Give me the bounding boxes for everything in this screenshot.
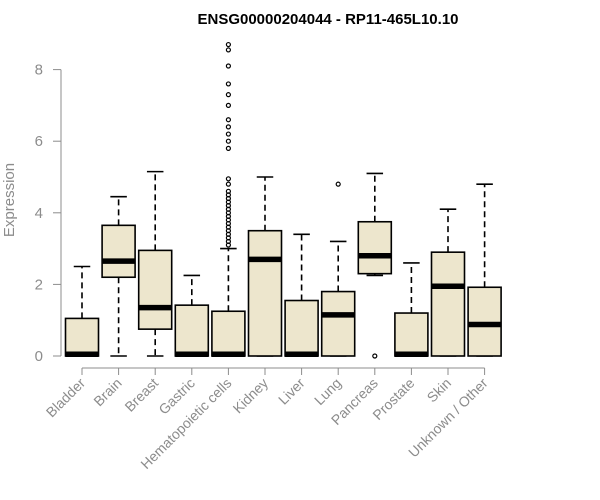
box-iqr xyxy=(247,229,283,357)
box-hematopoietic-cells xyxy=(211,41,246,357)
y-tick-label: 4 xyxy=(35,205,43,222)
outlier-point xyxy=(225,181,231,187)
x-tick-label: Skin xyxy=(424,375,455,406)
box-iqr xyxy=(430,251,466,357)
box-iqr xyxy=(320,290,356,357)
box-iqr xyxy=(357,220,393,275)
chart-title: ENSG00000204044 - RP11-465L10.10 xyxy=(197,11,458,28)
box-iqr xyxy=(101,224,136,279)
outlier-point xyxy=(225,102,231,109)
outlier-point xyxy=(372,353,378,359)
box-iqr xyxy=(211,310,246,357)
y-tick-label: 8 xyxy=(35,62,43,79)
outlier-point xyxy=(225,138,231,144)
outlier-point xyxy=(225,117,231,123)
y-tick-label: 2 xyxy=(35,276,43,293)
x-tick-label: Brain xyxy=(90,375,124,409)
box-pancreas xyxy=(357,172,393,359)
x-tick-label: Lung xyxy=(311,375,344,408)
box-iqr xyxy=(64,317,100,357)
outlier-point xyxy=(225,145,231,151)
y-tick-label: 6 xyxy=(35,133,43,150)
x-tick-label: Liver xyxy=(275,375,308,408)
box-liver xyxy=(284,233,319,357)
box-iqr xyxy=(284,299,319,357)
outlier-point xyxy=(225,41,231,48)
outlier-point xyxy=(225,81,231,87)
box-plots xyxy=(64,41,502,359)
outlier-point xyxy=(225,47,231,53)
box-brain xyxy=(101,195,136,357)
box-iqr xyxy=(137,249,173,330)
x-tick-label: Bladder xyxy=(43,375,89,421)
box-kidney xyxy=(247,176,283,357)
outlier-point xyxy=(335,181,341,187)
outlier-point xyxy=(225,131,231,137)
y-tick-label: 0 xyxy=(35,348,43,365)
box-breast xyxy=(137,170,173,357)
y-axis-label: Expression xyxy=(1,163,18,237)
box-unknown-other xyxy=(467,183,502,357)
box-iqr xyxy=(394,312,429,357)
outlier-point xyxy=(225,176,231,182)
y-axis: 0 2 4 6 8 xyxy=(35,62,62,365)
outlier-point xyxy=(225,92,231,98)
outlier-point xyxy=(225,188,231,194)
box-prostate xyxy=(394,262,429,357)
box-iqr xyxy=(467,286,502,357)
outlier-point xyxy=(225,124,231,130)
outlier-point xyxy=(225,63,231,69)
box-iqr xyxy=(174,304,210,357)
box-skin xyxy=(430,208,466,357)
x-tick-label: Breast xyxy=(121,375,161,415)
box-lung xyxy=(320,181,356,357)
x-tick-label: Kidney xyxy=(230,375,272,417)
box-gastric xyxy=(174,274,210,357)
box-bladder xyxy=(64,265,100,357)
